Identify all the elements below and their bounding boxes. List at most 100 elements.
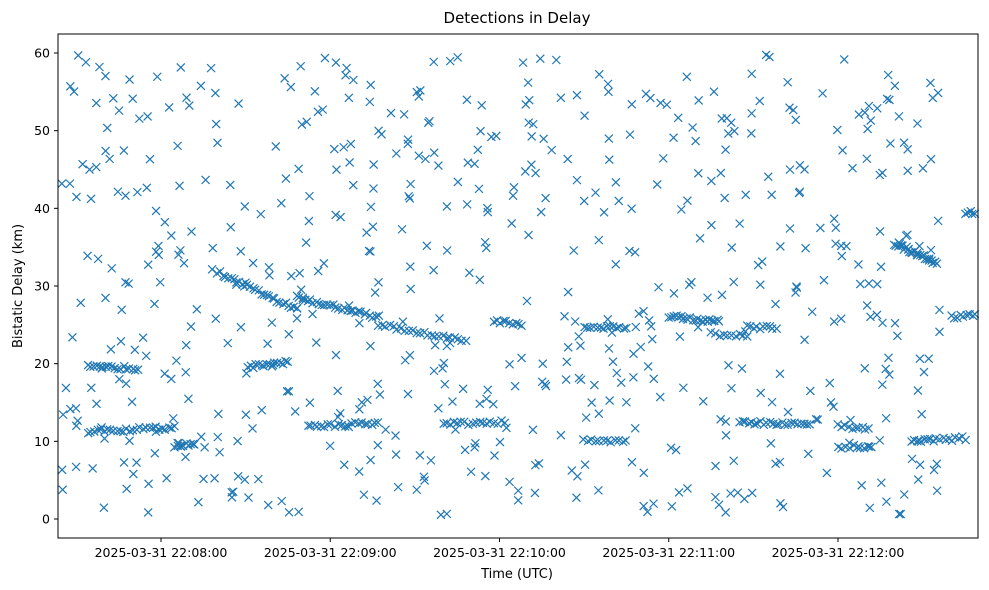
data-point xyxy=(863,124,873,134)
data-point xyxy=(318,105,328,115)
data-point xyxy=(301,238,311,247)
data-point xyxy=(571,493,581,503)
data-point xyxy=(286,271,296,281)
data-point xyxy=(83,428,93,438)
data-point xyxy=(267,318,277,328)
data-point xyxy=(226,222,236,232)
data-point xyxy=(160,425,170,435)
data-point xyxy=(560,311,569,321)
data-point xyxy=(541,381,551,391)
data-point xyxy=(272,297,282,307)
data-point xyxy=(412,485,422,495)
data-point xyxy=(913,386,923,395)
data-point xyxy=(215,447,225,457)
data-point xyxy=(414,151,424,161)
data-point xyxy=(231,280,241,290)
data-point xyxy=(334,419,344,429)
data-point xyxy=(511,318,521,328)
data-point xyxy=(854,260,863,269)
data-point xyxy=(201,175,211,185)
data-point xyxy=(85,427,95,437)
data-point xyxy=(800,335,810,345)
data-point xyxy=(647,334,657,344)
data-point xyxy=(894,238,904,247)
data-point xyxy=(61,383,71,393)
data-point xyxy=(907,454,917,464)
data-point xyxy=(634,309,644,319)
data-point xyxy=(864,423,873,433)
y-tick-label: 60 xyxy=(34,46,50,61)
data-point xyxy=(375,390,385,400)
data-point xyxy=(151,206,161,216)
data-point xyxy=(819,275,829,285)
data-point xyxy=(480,237,490,247)
data-point xyxy=(729,277,739,287)
data-point xyxy=(771,299,780,309)
data-point xyxy=(213,432,223,442)
data-point xyxy=(482,203,492,213)
data-point xyxy=(541,193,551,203)
data-point xyxy=(414,92,424,101)
data-point xyxy=(305,295,315,305)
data-point xyxy=(113,364,122,374)
data-point xyxy=(476,126,485,136)
data-point xyxy=(210,88,220,98)
data-point xyxy=(429,57,439,67)
data-point xyxy=(213,409,223,419)
data-point xyxy=(269,293,279,303)
data-point xyxy=(896,509,906,519)
data-point xyxy=(85,165,94,175)
data-point xyxy=(547,145,557,155)
data-point xyxy=(83,251,92,261)
data-point xyxy=(913,119,922,128)
data-point xyxy=(240,202,250,211)
data-point xyxy=(618,437,628,447)
data-point xyxy=(667,501,677,511)
data-point xyxy=(914,241,924,251)
data-point xyxy=(793,419,802,429)
data-point xyxy=(181,340,191,350)
data-point xyxy=(499,316,508,326)
data-point xyxy=(336,212,346,222)
data-point xyxy=(151,247,161,257)
data-point xyxy=(362,228,372,237)
y-tick-label: 50 xyxy=(34,123,50,138)
data-point xyxy=(483,385,493,395)
data-point xyxy=(656,98,666,108)
data-point xyxy=(935,305,944,315)
data-point xyxy=(683,196,692,206)
data-point xyxy=(832,125,842,135)
data-point xyxy=(829,402,838,412)
data-point xyxy=(621,436,631,445)
data-point xyxy=(837,251,847,261)
data-point xyxy=(125,426,135,436)
data-point xyxy=(438,363,447,373)
data-point xyxy=(134,114,144,124)
data-point xyxy=(482,394,491,404)
data-point xyxy=(932,486,942,496)
data-point xyxy=(207,264,217,274)
data-point xyxy=(142,183,152,193)
data-point xyxy=(298,295,308,305)
data-point xyxy=(706,220,716,230)
data-point xyxy=(71,462,81,472)
data-point xyxy=(340,422,350,431)
data-point xyxy=(935,327,944,337)
data-point xyxy=(540,379,550,389)
data-point xyxy=(614,196,624,206)
x-tick-label: 2025-03-31 22:08:00 xyxy=(95,545,228,560)
data-point xyxy=(866,442,876,452)
data-point xyxy=(838,145,847,155)
data-point xyxy=(145,154,155,164)
data-point xyxy=(724,360,733,370)
data-point xyxy=(580,460,590,470)
data-point xyxy=(619,324,629,333)
data-point xyxy=(765,52,774,62)
x-tick-label: 2025-03-31 22:10:00 xyxy=(433,545,566,560)
data-point xyxy=(363,395,372,405)
data-point xyxy=(475,275,485,285)
data-point xyxy=(644,316,654,325)
data-point xyxy=(733,488,743,498)
data-point xyxy=(105,154,115,164)
data-point xyxy=(68,332,77,342)
